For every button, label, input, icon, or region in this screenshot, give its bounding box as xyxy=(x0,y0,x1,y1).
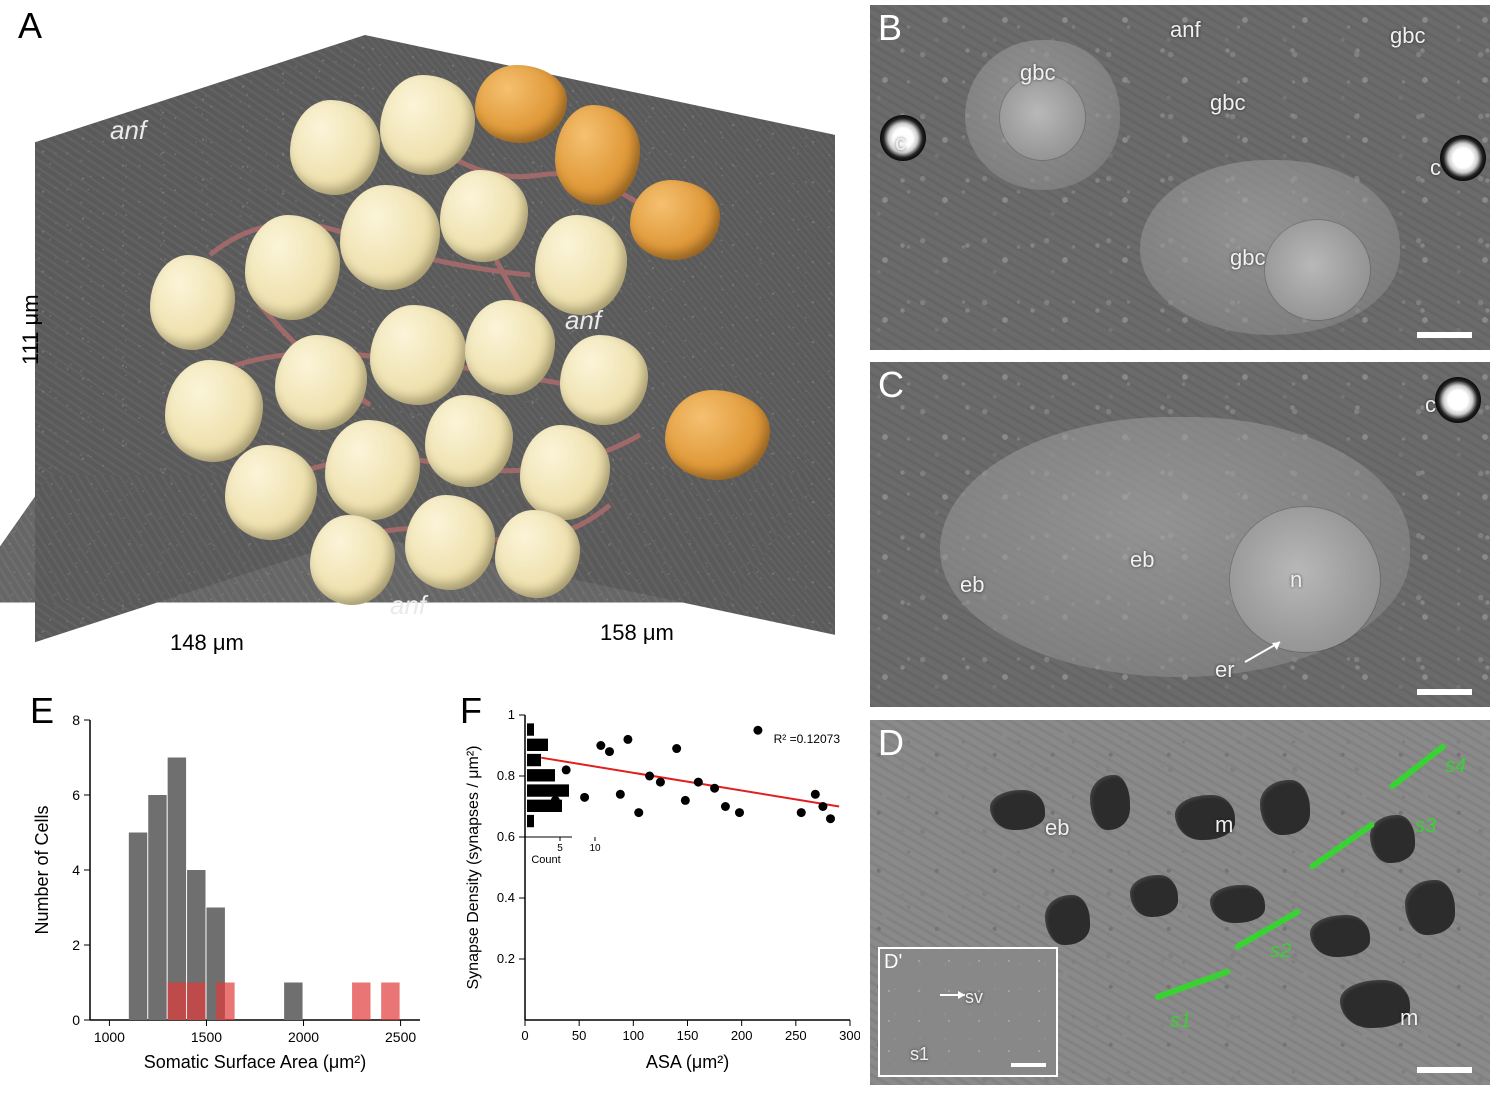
em-annot-m: m xyxy=(1400,1005,1418,1031)
svg-text:0.6: 0.6 xyxy=(497,829,515,844)
inset-annot-sv: sv xyxy=(965,987,983,1008)
gbc-nucleus-1 xyxy=(1000,75,1085,160)
em-annot-gbc: gbc xyxy=(1020,60,1055,86)
svg-text:6: 6 xyxy=(72,787,80,803)
panel-c-label: C xyxy=(878,364,904,406)
svg-text:0: 0 xyxy=(521,1028,528,1043)
mito-icon xyxy=(1310,915,1370,957)
svg-text:1000: 1000 xyxy=(94,1029,125,1045)
svg-text:2: 2 xyxy=(72,937,80,953)
svg-text:250: 250 xyxy=(785,1028,807,1043)
svg-text:0: 0 xyxy=(72,1012,80,1028)
svg-text:2000: 2000 xyxy=(288,1029,319,1045)
dim-y: 158 μm xyxy=(600,620,674,646)
panel-b-scalebar xyxy=(1417,332,1472,338)
panel-a: A anf anf anf 111 μm 148 μm 158 μm xyxy=(10,5,845,665)
synapse-line xyxy=(1154,968,1231,1001)
svg-text:0.2: 0.2 xyxy=(497,951,515,966)
em-annot-er: er xyxy=(1215,657,1235,683)
panel-d-scalebar xyxy=(1417,1067,1472,1073)
synapse-line xyxy=(1308,821,1375,871)
svg-text:Synapse Density (synapses / μm: Synapse Density (synapses / μm²) xyxy=(465,746,482,990)
svg-text:1500: 1500 xyxy=(191,1029,222,1045)
gbc-nucleus-2 xyxy=(1265,220,1370,320)
inset-scalebar xyxy=(1011,1063,1046,1067)
dim-z: 111 μm xyxy=(18,294,44,365)
em-annot-c: c xyxy=(1430,155,1441,181)
panel-d-label: D xyxy=(878,722,904,764)
er-arrow xyxy=(870,362,1490,707)
svg-text:5: 5 xyxy=(557,843,563,854)
svg-text:Count: Count xyxy=(531,854,560,866)
svg-text:8: 8 xyxy=(72,712,80,728)
panel-e-label: E xyxy=(30,690,54,732)
capillary-icon xyxy=(1435,377,1481,423)
panel-a-label: A xyxy=(18,5,42,47)
svg-text:2500: 2500 xyxy=(385,1029,416,1045)
svg-text:50: 50 xyxy=(572,1028,586,1043)
panel-e: E 100015002000250002468Somatic Surface A… xyxy=(30,700,430,1080)
em-annot-gbc: gbc xyxy=(1390,23,1425,49)
svg-text:300: 300 xyxy=(839,1028,860,1043)
svg-text:4: 4 xyxy=(72,862,80,878)
panel-b-label: B xyxy=(878,7,902,49)
em-annot-anf: anf xyxy=(1170,17,1201,43)
synapse-label: s1 xyxy=(1170,1010,1191,1033)
synapse-label: s4 xyxy=(1445,755,1466,778)
mito-icon xyxy=(1045,895,1090,945)
mito-icon xyxy=(1405,880,1455,935)
em-annot-eb: eb xyxy=(1130,547,1154,573)
em-annot-c: c xyxy=(895,130,906,156)
panel-c-scalebar xyxy=(1417,689,1472,695)
panel-d-inset: D' svs1 xyxy=(878,947,1058,1077)
mito-icon xyxy=(990,790,1045,830)
mito-icon xyxy=(1210,885,1265,923)
panel-b: B anf gbc gbc gbc gbc c c xyxy=(870,5,1490,350)
mito-icon xyxy=(1370,815,1415,863)
svg-text:10: 10 xyxy=(589,843,601,854)
mito-icon xyxy=(1260,780,1310,835)
synapse-label: s2 xyxy=(1270,940,1291,963)
em-annot-gbc: gbc xyxy=(1230,245,1265,271)
em-annot-c: c xyxy=(1425,392,1436,418)
panel-d: D s1s2s3s4 ebmm D' svs1 xyxy=(870,720,1490,1085)
svg-text:200: 200 xyxy=(731,1028,753,1043)
em-annot-m: m xyxy=(1215,812,1233,838)
em-annot-gbc: gbc xyxy=(1210,90,1245,116)
capillary-icon xyxy=(1440,135,1486,181)
em-annot-eb: eb xyxy=(1045,815,1069,841)
svg-text:R² =0.12073: R² =0.12073 xyxy=(774,732,841,746)
mito-icon xyxy=(1090,775,1130,830)
panel-c: C eb eb n er c xyxy=(870,362,1490,707)
dim-x: 148 μm xyxy=(170,630,244,656)
mito-icon xyxy=(1130,875,1178,917)
svg-text:0.8: 0.8 xyxy=(497,768,515,783)
sv-arrow xyxy=(880,949,1060,1079)
em-annot-eb: eb xyxy=(960,572,984,598)
chart-e-svg: 1000 1500 2000 2500 0 2 4 6 8 Somatic Surface Are… xyxy=(30,700,430,1080)
svg-text:Somatic Surface Area (μm²): Somatic Surface Area (μm²) xyxy=(144,1052,366,1072)
svg-text:Number of Cells: Number of Cells xyxy=(32,805,52,934)
synapse-label: s3 xyxy=(1415,815,1436,838)
svg-text:100: 100 xyxy=(622,1028,644,1043)
panel-f: F 0501001502002503000.20.40.60.81R² =0.1… xyxy=(460,700,860,1080)
chart-f-svg: 0 50 100 150 200 250 300 0.2 0.4 0.6 0.8 1 R² =0.120… xyxy=(460,700,860,1080)
svg-text:150: 150 xyxy=(677,1028,699,1043)
inset-annot-s1: s1 xyxy=(910,1044,929,1065)
svg-text:1: 1 xyxy=(508,707,515,722)
synapse-line xyxy=(1388,743,1447,791)
svg-text:0.4: 0.4 xyxy=(497,890,515,905)
panel-f-label: F xyxy=(460,690,482,732)
em-annot-n: n xyxy=(1290,567,1302,593)
svg-text:ASA (μm²): ASA (μm²) xyxy=(646,1052,729,1072)
